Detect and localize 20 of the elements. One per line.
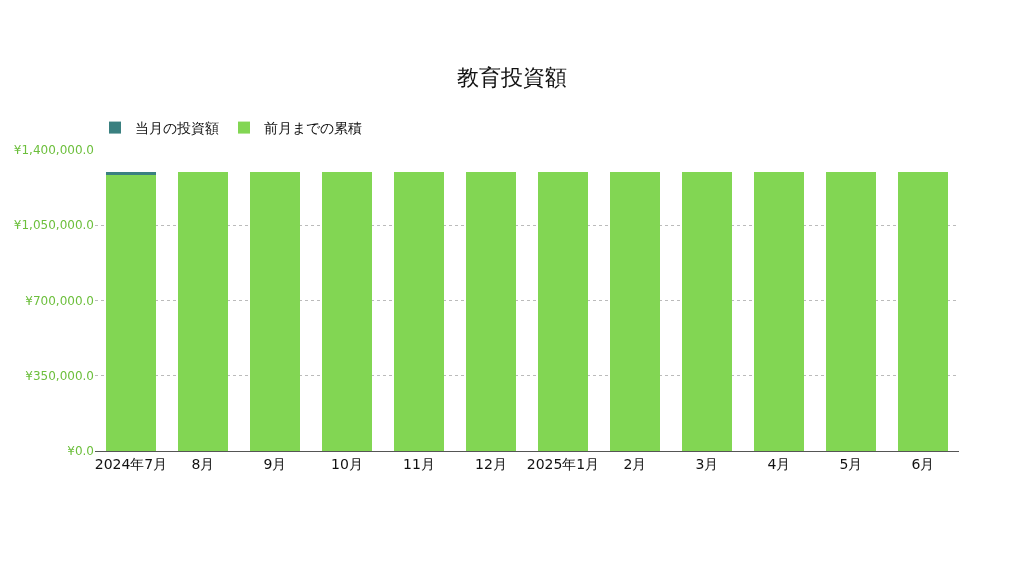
- x-tick-label: 12月: [475, 455, 507, 472]
- y-tick-label: ¥1,050,000.0: [13, 218, 94, 233]
- x-tick-label: 10月: [331, 455, 363, 472]
- y-tick-label: ¥350,000.0: [25, 368, 94, 383]
- y-tick-label: ¥700,000.0: [25, 293, 94, 308]
- y-tick-label: ¥1,400,000.0: [13, 143, 94, 158]
- x-tick-label: 4月: [767, 455, 791, 472]
- y-tick-label: ¥0.0: [67, 444, 94, 459]
- chart-title: 教育投資額: [457, 64, 567, 90]
- x-tick-label: 2025年1月: [526, 455, 600, 472]
- x-tick-label: 11月: [403, 455, 435, 472]
- x-tick-label: 9月: [263, 455, 287, 472]
- x-tick-label: 2024年7月: [94, 455, 168, 472]
- x-tick-label: 6月: [911, 455, 935, 472]
- x-tick-label: 8月: [191, 455, 215, 472]
- x-tick-label: 5月: [839, 455, 863, 472]
- legend-label: 当月の投資額: [135, 120, 219, 137]
- x-tick-label: 3月: [695, 455, 719, 472]
- legend-label: 前月までの累積: [264, 120, 362, 137]
- x-tick-label: 2月: [623, 455, 647, 472]
